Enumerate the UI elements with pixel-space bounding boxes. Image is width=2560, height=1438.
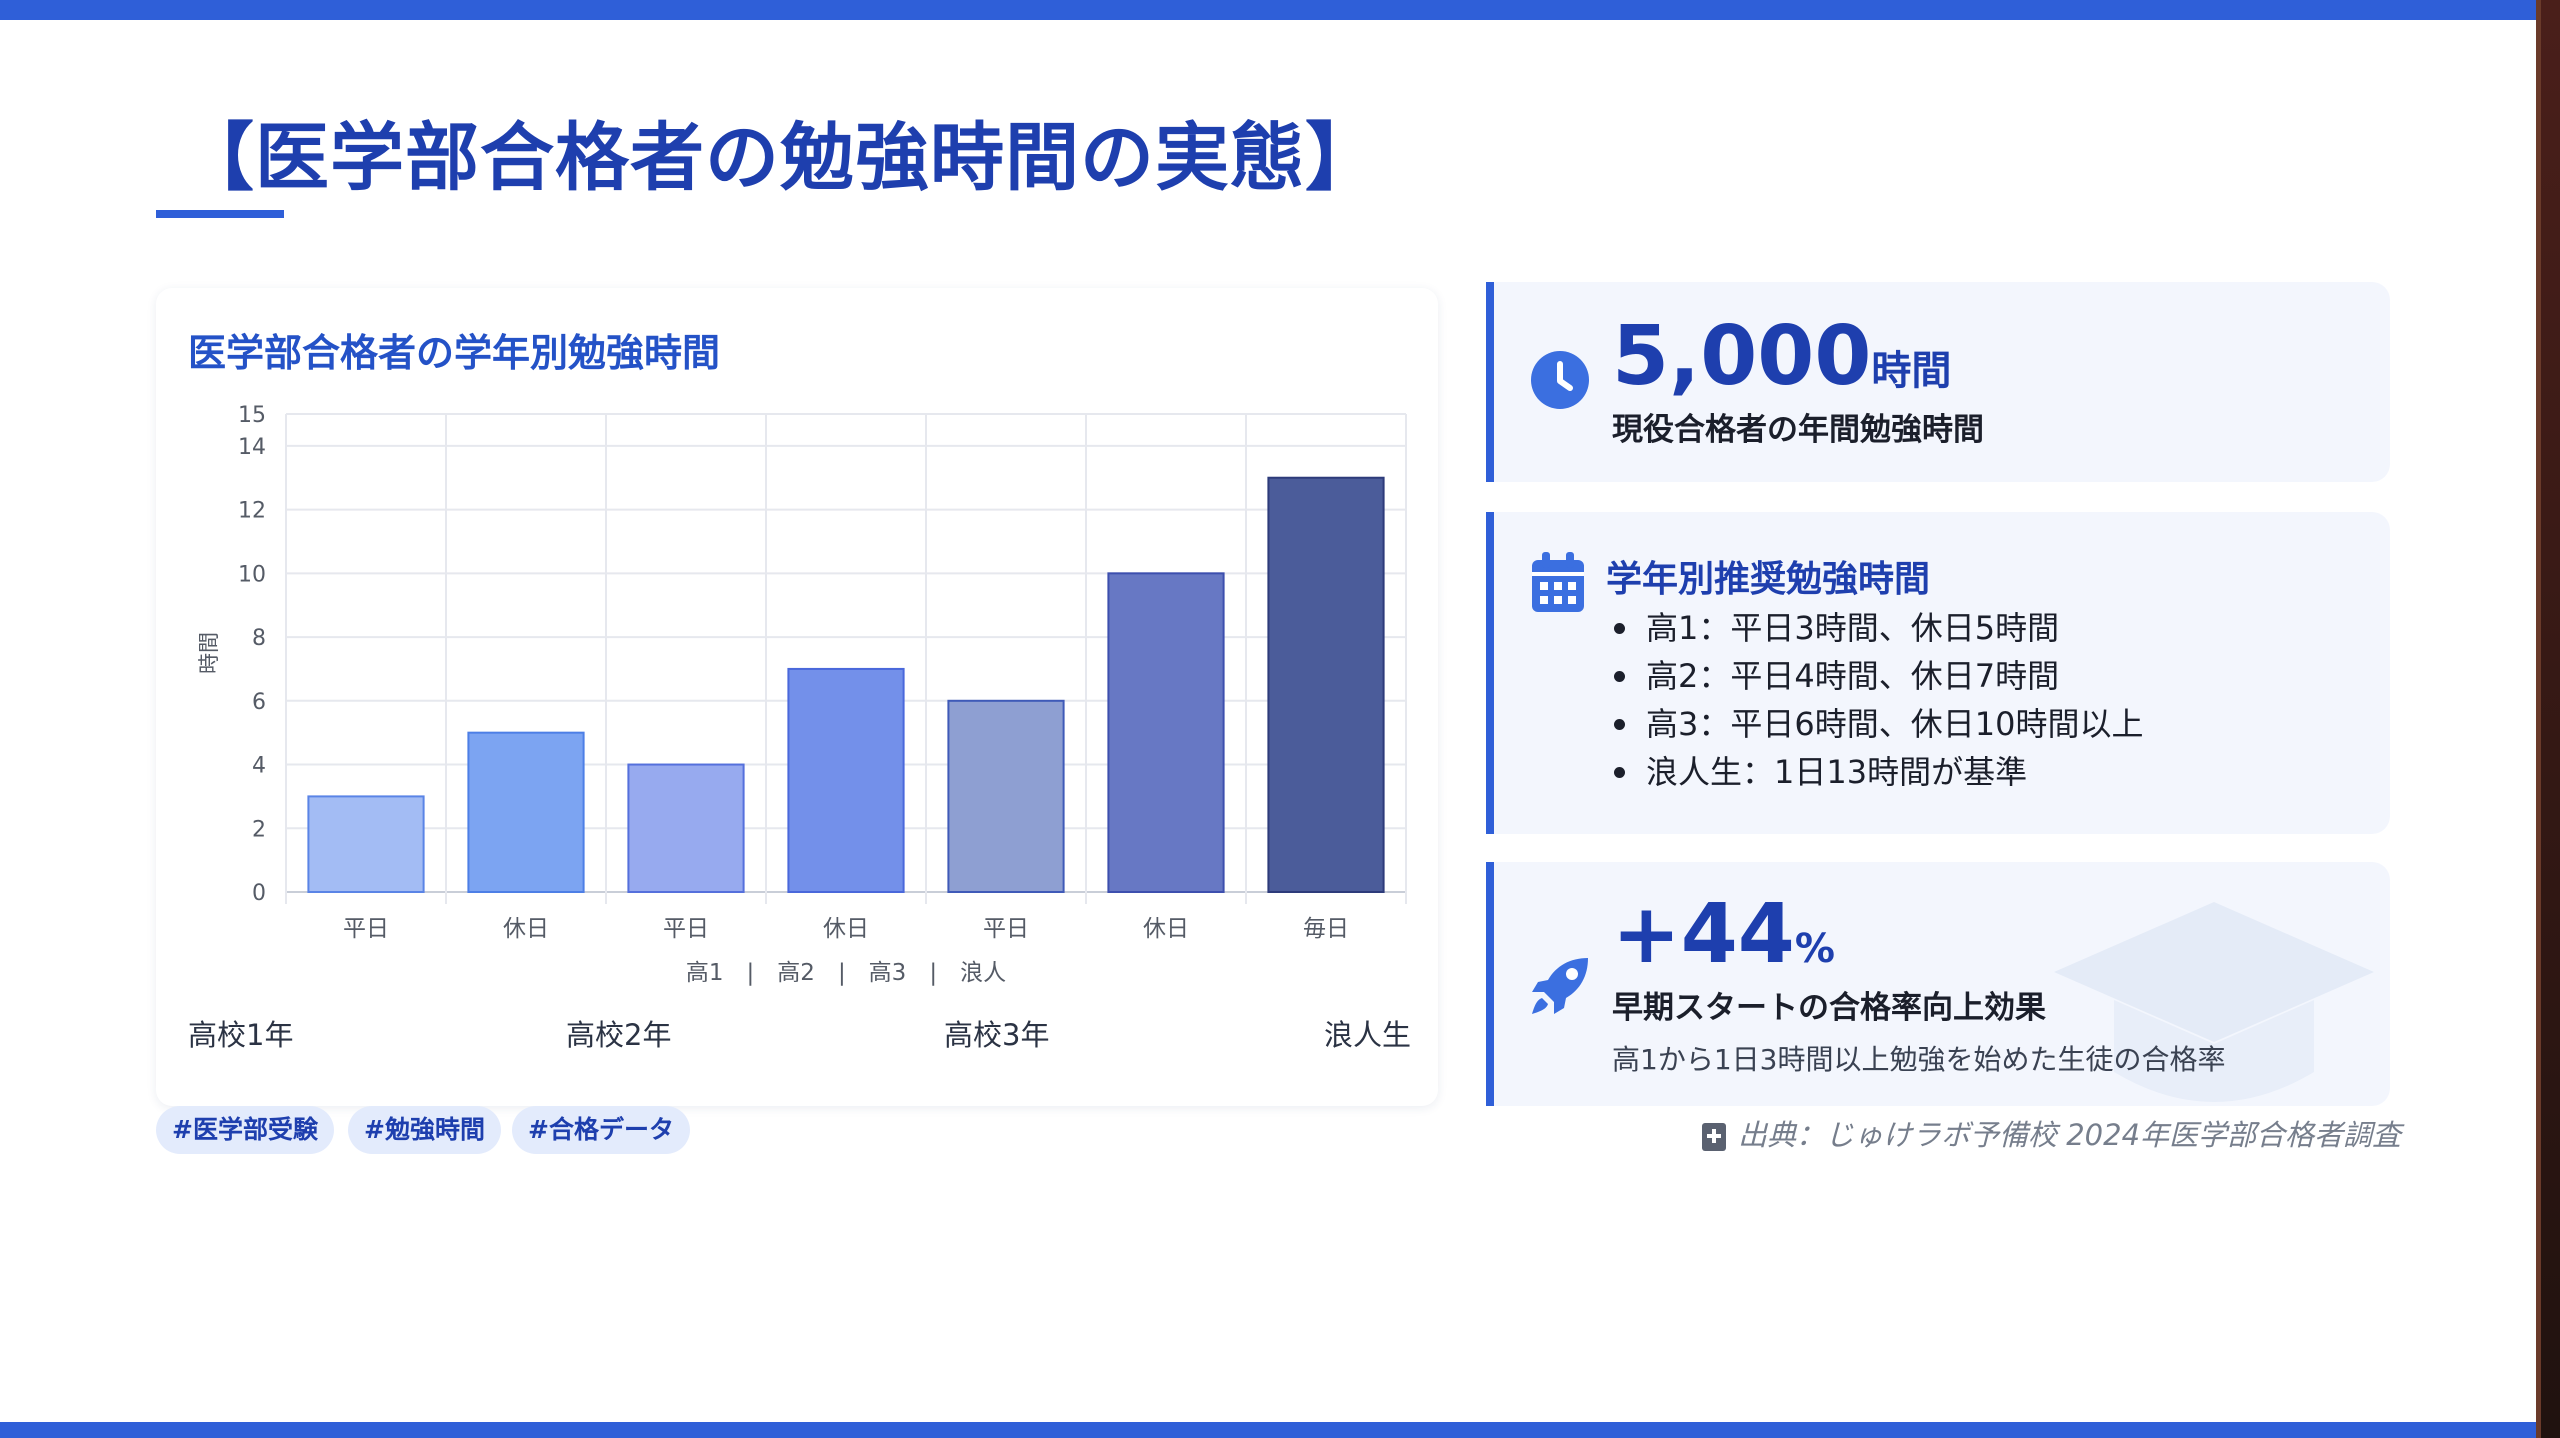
recommendation-item: 高3：平日6時間、休日10時間以上 xyxy=(1612,700,2143,748)
bottom-accent-bar xyxy=(0,1422,2536,1438)
effect-unit: % xyxy=(1794,926,1835,972)
top-accent-bar xyxy=(0,0,2536,20)
source-note: 出典：じゅけラボ予備校 2024年医学部合格者調査 xyxy=(1700,1112,2401,1154)
recommendation-list: 高1：平日3時間、休日5時間 高2：平日4時間、休日7時間 高3：平日6時間、休… xyxy=(1612,604,2143,796)
grade-label-3: 高校3年 xyxy=(944,1018,1050,1052)
source-text: 出典：じゅけラボ予備校 2024年医学部合格者調査 xyxy=(1738,1118,2402,1152)
bar xyxy=(947,699,1065,893)
grade-label-2: 高校2年 xyxy=(566,1018,672,1052)
grade-labels: 高校1年 高校2年 高校3年 浪人生 xyxy=(188,1012,1411,1062)
grade-label-1: 高校1年 xyxy=(188,1018,294,1052)
y-tick-label: 10 xyxy=(238,562,266,587)
y-tick-label: 6 xyxy=(252,690,266,715)
grade-label-4: 浪人生 xyxy=(1324,1018,1412,1052)
bar xyxy=(1107,572,1225,893)
clock-icon xyxy=(1531,351,1589,409)
annual-hours-value: 5,000時間 xyxy=(1612,309,1952,404)
y-tick-label: 15 xyxy=(238,403,266,428)
calendar-icon xyxy=(1532,552,1584,612)
bar xyxy=(787,667,905,893)
recommendation-item: 浪人生：1日13時間が基準 xyxy=(1612,748,2143,796)
recommendation-card: 学年別推奨勉強時間 高1：平日3時間、休日5時間 高2：平日4時間、休日7時間 … xyxy=(1486,512,2390,834)
y-tick-label: 12 xyxy=(238,499,266,524)
x-tick-label: 休日 xyxy=(503,916,549,942)
effect-description: 高1から1日3時間以上勉強を始めた生徒の合格率 xyxy=(1612,1043,2226,1076)
tag-medical-exam[interactable]: #医学部受験 xyxy=(156,1106,334,1154)
effect-label: 早期スタートの合格率向上効果 xyxy=(1612,990,2046,1026)
recommendation-item: 高2：平日4時間、休日7時間 xyxy=(1612,652,2143,700)
bar xyxy=(1267,476,1385,893)
x-tick-label: 休日 xyxy=(823,916,869,942)
y-tick-label: 8 xyxy=(252,626,266,651)
effect-card: +44% 早期スタートの合格率向上効果 高1から1日3時間以上勉強を始めた生徒の… xyxy=(1486,862,2390,1106)
x-tick-label: 平日 xyxy=(983,916,1029,942)
rocket-icon xyxy=(1532,958,1588,1014)
effect-value: +44% xyxy=(1612,887,1835,982)
annual-hours-unit: 時間 xyxy=(1871,348,1952,394)
graduation-cap-icon xyxy=(2054,902,2374,1102)
window-edge xyxy=(2536,0,2560,1438)
x-axis-label: 高1 | 高2 | 高3 | 浪人 xyxy=(686,960,1006,986)
recommendation-title: 学年別推奨勉強時間 xyxy=(1606,559,1931,600)
chart-title: 医学部合格者の学年別勉強時間 xyxy=(188,331,721,375)
annual-hours-label: 現役合格者の年間勉強時間 xyxy=(1612,412,1984,448)
page-title: 【医学部合格者の勉強時間の実態】 xyxy=(180,115,1380,201)
x-tick-label: 毎日 xyxy=(1303,916,1349,942)
tag-pass-data[interactable]: #合格データ xyxy=(512,1106,690,1154)
book-plus-icon xyxy=(1702,1123,1726,1151)
bar xyxy=(627,763,745,893)
x-tick-label: 休日 xyxy=(1143,916,1189,942)
bar xyxy=(307,795,425,893)
x-tick-label: 平日 xyxy=(663,916,709,942)
chart-card: 医学部合格者の学年別勉強時間 0 2 4 6 8 10 12 14 15 平日 休日 平日 休日 平日 休日… xyxy=(156,288,1438,1106)
y-tick-label: 2 xyxy=(252,817,266,842)
y-axis-label: 時間 xyxy=(197,632,221,674)
bar xyxy=(467,731,585,893)
x-tick-label: 平日 xyxy=(343,916,389,942)
title-underline xyxy=(156,210,284,218)
y-tick-label: 4 xyxy=(252,754,266,779)
recommendation-item: 高1：平日3時間、休日5時間 xyxy=(1612,604,2143,652)
y-tick-label: 14 xyxy=(238,435,266,460)
tag-study-time[interactable]: #勉強時間 xyxy=(348,1106,501,1154)
y-tick-label: 0 xyxy=(252,881,266,906)
annual-hours-card: 5,000時間 現役合格者の年間勉強時間 xyxy=(1486,282,2390,482)
